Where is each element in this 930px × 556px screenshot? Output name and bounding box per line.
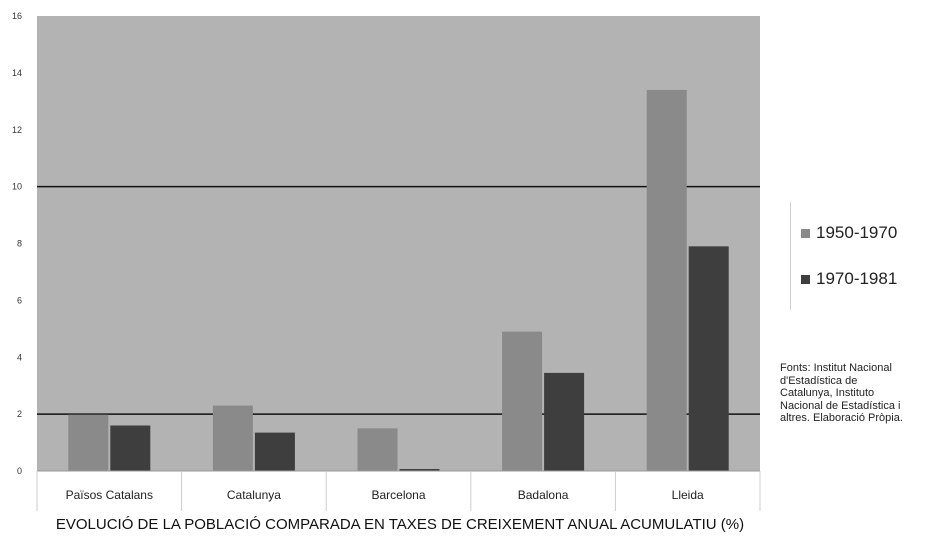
y-tick-label: 4	[17, 352, 22, 362]
bar-1970-1981-Lleida	[688, 246, 729, 471]
legend-item-1950-1970: 1950-1970	[801, 210, 930, 256]
bar-1950-1970-Barcelona	[357, 428, 398, 471]
plot-area	[37, 16, 760, 471]
y-tick-label: 6	[17, 295, 22, 305]
category-label: Barcelona	[371, 488, 425, 502]
legend-swatch-1950-1970	[801, 228, 810, 238]
legend-item-1970-1981: 1970-1981	[801, 256, 930, 302]
y-tick-label: 0	[17, 466, 22, 476]
bar-1950-1970-Lleida	[646, 89, 687, 471]
reference-lines	[37, 185, 760, 415]
y-tick-label: 14	[12, 68, 22, 78]
bar-1970-1981-Catalunya	[254, 432, 295, 471]
y-axis: 0 2 4 6 8 10 12 14 16	[12, 11, 22, 476]
bar-1950-1970-Badalona	[502, 331, 543, 471]
category-label: Països Catalans	[66, 488, 153, 502]
legend-swatch-1970-1981	[801, 274, 810, 284]
legend-label-1950-1970: 1950-1970	[816, 223, 898, 242]
category-axis: Països Catalans Catalunya Barcelona Badalon…	[36, 470, 761, 511]
y-tick-label: 12	[12, 125, 22, 135]
bar-1970-1981-Badalona	[544, 372, 585, 471]
legend-label-1970-1981: 1970-1981	[816, 269, 898, 288]
y-tick-label: 8	[17, 239, 22, 249]
category-label: Lleida	[672, 488, 704, 502]
category-label: Badalona	[518, 488, 569, 502]
legend: 1950-1970 1970-1981	[790, 202, 930, 310]
y-tick-label: 16	[12, 11, 22, 21]
bar-1950-1970-Països Catalans	[68, 414, 109, 471]
source-note: Fonts: Institut Nacional d'Estadística d…	[780, 362, 903, 424]
y-tick-label: 2	[17, 409, 22, 419]
bars	[68, 89, 729, 471]
bar-1970-1981-Barcelona	[399, 469, 440, 471]
chart-title: EVOLUCIÓ DE LA POBLACIÓ COMPARADA EN TAX…	[55, 516, 745, 533]
bar-1970-1981-Països Catalans	[110, 425, 151, 471]
category-label: Catalunya	[227, 488, 281, 502]
y-tick-label: 10	[12, 182, 22, 192]
bar-1950-1970-Catalunya	[212, 405, 253, 471]
